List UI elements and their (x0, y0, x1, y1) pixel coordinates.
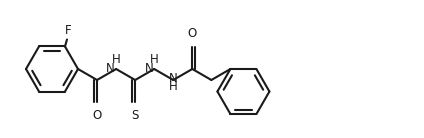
Text: N: N (145, 63, 153, 75)
Text: O: O (92, 109, 102, 122)
Text: H: H (112, 53, 120, 66)
Text: S: S (131, 109, 139, 122)
Text: F: F (65, 24, 71, 38)
Text: N: N (169, 71, 178, 84)
Text: O: O (188, 27, 197, 40)
Text: H: H (150, 53, 159, 66)
Text: H: H (169, 79, 178, 92)
Text: N: N (106, 63, 115, 75)
